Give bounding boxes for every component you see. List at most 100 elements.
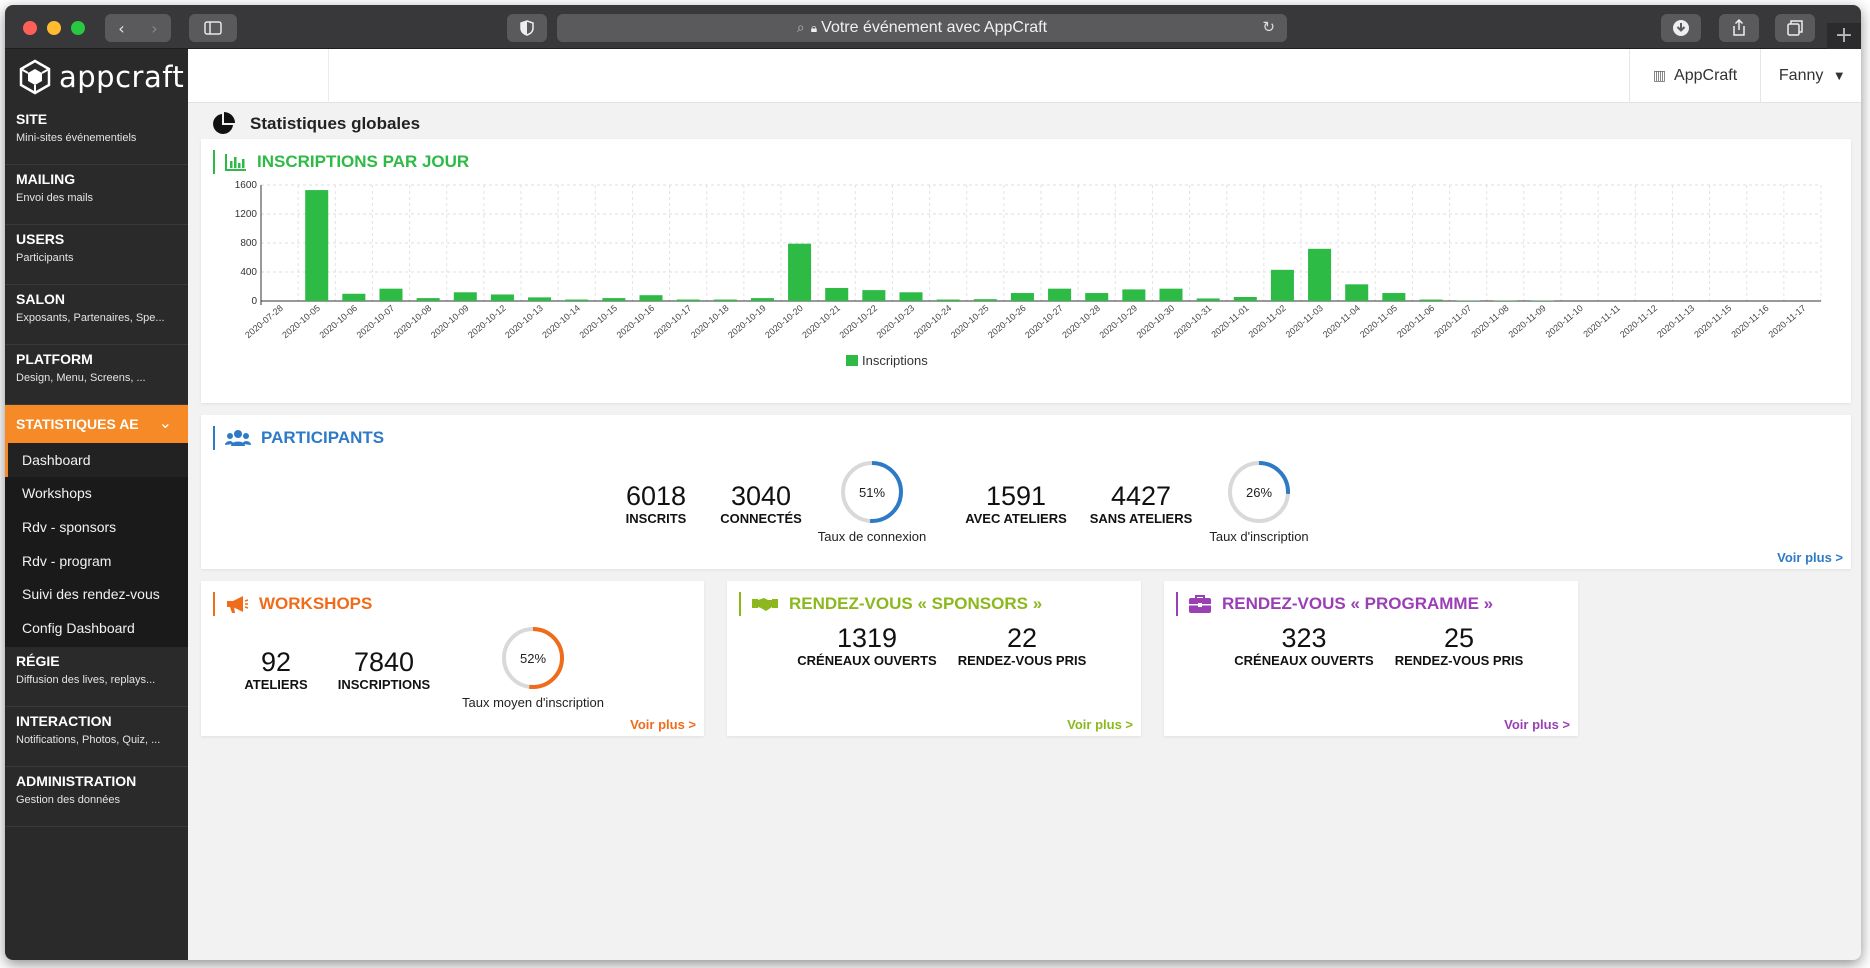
forward-icon[interactable]: › (151, 18, 158, 38)
stat-ateliers: 92 ATELIERS (226, 649, 326, 693)
nav-platform[interactable]: PLATFORM Design, Menu, Screens, ... (5, 345, 188, 405)
back-icon[interactable]: ‹ (118, 18, 125, 38)
rdv-programme-card-title: RENDEZ-VOUS « PROGRAMME » (1176, 592, 1493, 616)
bar (1010, 293, 1034, 301)
stat-rdv-sponsors: 22 RENDEZ-VOUS PRIS (947, 623, 1097, 669)
nav-r-gie[interactable]: RÉGIE Diffusion des lives, replays... (5, 647, 188, 707)
rdv-programme-more-link[interactable]: Voir plus > (1504, 717, 1570, 732)
inscriptions-bar-chart: 0400800120016002020-07-282020-10-052020-… (235, 180, 1822, 340)
submenu-item-dashboard[interactable]: Dashboard (5, 443, 188, 477)
new-tab-button[interactable]: + (1827, 23, 1861, 49)
nav-section-title: RÉGIE (16, 652, 60, 669)
pie-chart-icon (213, 112, 235, 134)
bar (1196, 298, 1220, 301)
x-tick-label: 2020-10-08 (392, 303, 434, 340)
bar (1308, 248, 1332, 301)
nav-section-title: STATISTIQUES AE (16, 416, 139, 432)
submenu-item-config-dashboard[interactable]: Config Dashboard (22, 619, 135, 636)
stat-inscriptions: 7840 INSCRIPTIONS (324, 649, 444, 693)
nav-mailing[interactable]: MAILING Envoi des mails (5, 165, 188, 225)
bar (1419, 299, 1443, 301)
rdv-sponsors-more-link[interactable]: Voir plus > (1067, 717, 1133, 732)
bar (936, 299, 960, 301)
nav-site[interactable]: SITE Mini-sites événementiels (5, 105, 188, 165)
workshops-title-text: WORKSHOPS (259, 594, 373, 613)
logo[interactable]: appcraft (5, 49, 188, 105)
close-window-button[interactable] (23, 21, 37, 35)
history-nav: ‹ › (105, 14, 171, 42)
x-tick-label: 2020-10-07 (355, 303, 397, 340)
x-tick-label: 2020-11-16 (1729, 303, 1770, 340)
stat-rdv-programme: 25 RENDEZ-VOUS PRIS (1384, 623, 1534, 669)
x-tick-label: 2020-10-26 (986, 303, 1028, 340)
tabs-overview-icon[interactable] (1775, 14, 1815, 42)
stat-value: 22 (1006, 623, 1038, 653)
x-tick-label: 2020-11-02 (1247, 303, 1288, 340)
bar (1382, 293, 1406, 301)
stat-value: 25 (1443, 623, 1475, 653)
nav-users[interactable]: USERS Participants (5, 225, 188, 285)
x-tick-label: 2020-10-24 (912, 303, 954, 340)
nav-statistiques-ae[interactable]: STATISTIQUES AE ⌄ (5, 405, 188, 443)
minimize-window-button[interactable] (47, 21, 61, 35)
bar (825, 287, 849, 301)
nav-section-title: SITE (16, 111, 48, 127)
submenu-item-rdv-sponsors[interactable]: Rdv - sponsors (22, 518, 117, 535)
appcraft-logo-icon (19, 59, 51, 95)
gauge-ring: 26% (1228, 461, 1290, 523)
submenu-item-rdv-program[interactable]: Rdv - program (22, 552, 112, 569)
x-tick-label: 2020-11-01 (1209, 303, 1250, 340)
sidebar-toggle-icon[interactable] (189, 14, 237, 42)
nav-interaction[interactable]: INTERACTION Notifications, Photos, Quiz, … (5, 707, 188, 767)
x-tick-label: 2020-11-05 (1358, 303, 1399, 340)
x-tick-label: 2020-10-30 (1135, 303, 1177, 340)
reload-icon[interactable]: ↻ (1262, 18, 1275, 36)
x-tick-label: 2020-10-21 (800, 303, 842, 340)
bar (1233, 297, 1257, 301)
gauge-taux-inscription: 26% Taux d'inscription (1179, 457, 1339, 544)
nav-salon[interactable]: SALON Exposants, Partenaires, Spe... (5, 285, 188, 345)
maximize-window-button[interactable] (71, 21, 85, 35)
download-icon[interactable] (1661, 14, 1701, 42)
participants-card-title: PARTICIPANTS (213, 426, 384, 450)
x-tick-label: 2020-10-28 (1060, 303, 1102, 340)
x-tick-label: 2020-10-16 (615, 303, 657, 340)
users-icon (225, 429, 251, 447)
bar (676, 299, 700, 301)
chart-legend[interactable]: Inscriptions (846, 353, 928, 368)
x-tick-label: 2020-10-27 (1023, 303, 1065, 340)
x-tick-label: 2020-10-22 (837, 303, 879, 340)
inscriptions-title-text: INSCRIPTIONS PAR JOUR (257, 152, 470, 171)
lock-icon: 🔒︎ (810, 20, 818, 35)
organization-menu[interactable]: ▥ AppCraft (1629, 49, 1760, 103)
submenu-item-suivi-des-rendez-vous[interactable]: Suivi des rendez-vous (22, 586, 160, 603)
gauge-ring: 52% (502, 627, 564, 689)
x-tick-label: 2020-10-31 (1172, 303, 1214, 340)
user-menu[interactable]: Fanny ▼ (1760, 49, 1861, 103)
stat-inscrits: 6018 INSCRITS (591, 483, 721, 527)
gauge-label: Taux moyen d'inscription (462, 695, 604, 710)
x-tick-label: 2020-11-12 (1618, 303, 1659, 340)
bar (1048, 288, 1072, 301)
address-bar[interactable]: ⌕ 🔒︎ Votre événement avec AppCraft ↻ (557, 14, 1287, 42)
briefcase-icon (1188, 594, 1212, 614)
x-tick-label: 2020-11-03 (1284, 303, 1325, 340)
bar (490, 294, 514, 301)
stat-label: ATELIERS (244, 677, 308, 692)
participants-more-link[interactable]: Voir plus > (1777, 550, 1843, 565)
bar-chart-icon (225, 153, 247, 171)
x-tick-label: 2020-10-20 (763, 303, 805, 340)
submenu-item-workshops[interactable]: Workshops (22, 485, 92, 502)
workshops-more-link[interactable]: Voir plus > (630, 717, 696, 732)
top-bar: ▥ AppCraft Fanny ▼ (188, 49, 1861, 103)
nav-section-subtitle: Design, Menu, Screens, ... (16, 372, 146, 384)
stat-label: CRÉNEAUX OUVERTS (1234, 653, 1374, 668)
user-name: Fanny (1778, 67, 1824, 84)
x-tick-label: 2020-10-09 (429, 303, 471, 340)
privacy-shield-icon[interactable] (507, 14, 547, 42)
gauge-percent: 51% (859, 485, 885, 500)
nav-administration[interactable]: ADMINISTRATION Gestion des données (5, 767, 188, 827)
share-icon[interactable] (1719, 14, 1759, 42)
gauge-taux-moyen: 52% Taux moyen d'inscription (453, 623, 613, 710)
nav-section-title: INTERACTION (16, 712, 112, 729)
